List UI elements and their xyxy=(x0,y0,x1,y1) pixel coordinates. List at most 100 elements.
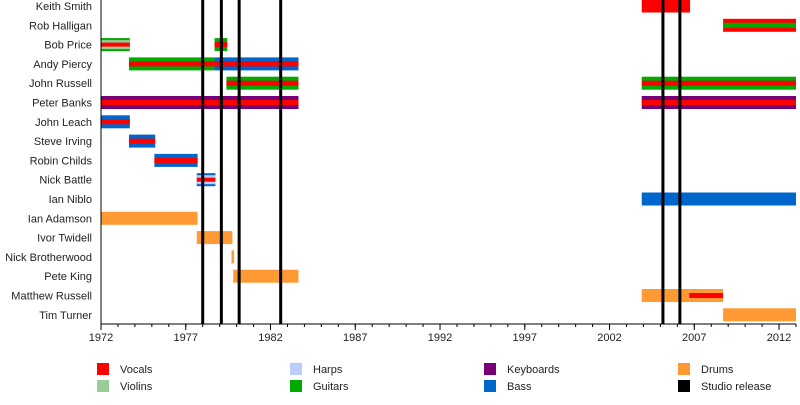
legend-swatch xyxy=(484,363,496,375)
member-label: Robin Childs xyxy=(30,155,93,167)
member-label: Steve Irving xyxy=(34,136,92,148)
member-bar xyxy=(641,0,691,13)
member-label: Keith Smith xyxy=(36,1,92,13)
member-label: John Russell xyxy=(29,78,92,90)
member-label: Ivor Twidell xyxy=(37,233,92,245)
legend-swatch xyxy=(678,363,690,375)
bar-vocals xyxy=(689,293,724,298)
member-bar xyxy=(723,308,796,322)
x-tick-label: 1977 xyxy=(174,332,198,344)
studio-release-line xyxy=(279,0,283,324)
x-tick-label: 2002 xyxy=(597,332,621,344)
member-bar xyxy=(101,211,198,225)
member-bar xyxy=(101,96,299,109)
bar-guitars xyxy=(723,22,796,28)
x-tick-label: 1972 xyxy=(89,332,113,344)
legend-swatch xyxy=(290,363,302,375)
legend-item-keyboards: Keyboards xyxy=(484,363,560,376)
legend-item-bass: Bass xyxy=(484,380,532,393)
x-tick-label: 1987 xyxy=(343,332,367,344)
studio-release-line xyxy=(678,0,682,324)
member-label: Ian Niblo xyxy=(49,194,92,206)
legend-swatch xyxy=(97,363,109,375)
member-label: Ian Adamson xyxy=(28,213,92,225)
x-axis: 1972 1977 1982 1987 1992 1997 2002 2007 2012 xyxy=(89,0,797,344)
member-label: Matthew Russell xyxy=(11,291,92,303)
member-bar xyxy=(226,76,299,90)
x-tick-label: 2007 xyxy=(682,332,706,344)
member-bar xyxy=(128,57,215,71)
bar-drums xyxy=(723,308,796,322)
x-tick-label: 1982 xyxy=(258,332,282,344)
bar-vocals xyxy=(128,61,215,67)
legend-label: Guitars xyxy=(313,381,349,393)
member-bar xyxy=(101,38,130,52)
legend: Vocals Violins Harps Guitars Keyboards Bass Dr… xyxy=(97,363,771,393)
legend-label: Bass xyxy=(507,381,532,393)
legend-swatch xyxy=(678,380,690,392)
legend-swatch xyxy=(97,380,109,392)
bar-vocals xyxy=(641,100,796,105)
member-labels: Keith Smith Rob Halligan Bob Price Andy Pie… xyxy=(5,1,92,322)
member-bar xyxy=(723,18,796,32)
legend-swatch xyxy=(290,380,302,392)
bar-drums xyxy=(231,250,235,264)
member-bar xyxy=(196,231,233,245)
member-label: Nick Brotherwood xyxy=(5,252,92,264)
member-bar xyxy=(154,153,198,167)
bar-vocals xyxy=(214,61,299,67)
bar-vocals xyxy=(101,42,130,47)
bar-vocals xyxy=(154,157,198,163)
studio-release-line xyxy=(219,0,223,324)
legend-swatch xyxy=(484,380,496,392)
member-label: Rob Halligan xyxy=(29,20,92,32)
member-label: Peter Banks xyxy=(32,98,92,110)
legend-label: Vocals xyxy=(120,364,153,376)
bar-drums xyxy=(196,231,233,245)
member-bar xyxy=(101,115,130,129)
bar-vocals xyxy=(226,80,299,86)
bar-drums xyxy=(101,211,198,225)
legend-label: Drums xyxy=(701,364,734,376)
studio-release-line xyxy=(237,0,241,324)
studio-release-lines xyxy=(201,0,682,324)
bar-drums xyxy=(641,289,690,302)
x-tick-label: 1992 xyxy=(428,332,452,344)
member-bars xyxy=(101,0,796,322)
member-bar xyxy=(196,173,216,187)
legend-label: Harps xyxy=(313,364,343,376)
legend-label: Violins xyxy=(120,381,153,393)
legend-item-drums: Drums xyxy=(678,363,734,376)
legend-label: Studio release xyxy=(701,381,771,393)
legend-label: Keyboards xyxy=(507,364,560,376)
bar-vocals xyxy=(641,0,691,13)
legend-item-studio: Studio release xyxy=(678,380,771,393)
bar-vocals xyxy=(101,100,299,105)
member-label: Andy Piercy xyxy=(33,59,92,71)
member-label: Nick Battle xyxy=(39,175,92,187)
bar-vocals xyxy=(196,177,216,182)
studio-release-line xyxy=(201,0,205,324)
bar-bass xyxy=(641,192,796,206)
member-bar xyxy=(214,57,299,71)
member-bar xyxy=(128,134,156,148)
studio-release-line xyxy=(661,0,665,324)
legend-item-harps: Harps xyxy=(290,363,343,376)
legend-item-vocals: Vocals xyxy=(97,363,153,376)
member-bar xyxy=(231,250,235,264)
member-label: Bob Price xyxy=(44,40,92,52)
member-bar xyxy=(641,192,796,206)
bar-vocals xyxy=(128,138,156,144)
member-label: John Leach xyxy=(35,117,92,129)
bar-drums xyxy=(233,269,299,283)
bar-vocals xyxy=(101,119,130,125)
member-bar xyxy=(641,76,796,90)
x-tick-label: 1997 xyxy=(513,332,537,344)
legend-item-violins: Violins xyxy=(97,380,153,393)
member-bar xyxy=(233,269,299,283)
member-bar xyxy=(689,289,724,302)
bar-vocals xyxy=(641,80,796,86)
x-tick-label: 2012 xyxy=(767,332,791,344)
member-bar xyxy=(641,96,796,109)
